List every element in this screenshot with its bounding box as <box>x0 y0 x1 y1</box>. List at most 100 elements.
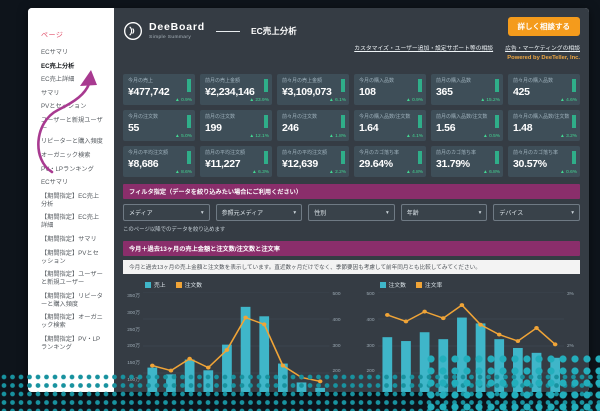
kpi-card: 今月のカゴ落ち率 29.64% ▲ 4.8% <box>354 146 426 177</box>
filter-select[interactable]: デバイス ▾ <box>493 204 580 221</box>
sidebar-item[interactable]: ECサマリ <box>41 179 69 187</box>
header-link[interactable]: カスタマイズ・ユーザー追加・設定サポート等の相談 <box>354 46 494 52</box>
brand-block: DeeBoard Simple Summary <box>149 22 205 40</box>
filter-select[interactable]: 年齢 ▾ <box>400 204 488 221</box>
sidebar-item[interactable]: 【期間指定】サマリ <box>41 235 97 243</box>
kpi-trend-bar <box>264 115 268 128</box>
kpi-card: 前月の購入品数 365 ▲ 15.2% <box>431 74 503 105</box>
sidebar-item[interactable]: 【期間指定】EC売上詳細 <box>41 214 100 230</box>
sidebar-item[interactable]: リピーターと購入頻度 <box>41 138 103 146</box>
section-description: 今月と過去13ヶ月の売上金額と注文数を表示しています。直近数ヶ月だけでなく、季節… <box>123 260 580 274</box>
header-link[interactable]: 広告・マーケティングの相談 <box>505 46 580 52</box>
sidebar: ページ ECサマリ EC売上分析 EC売上詳細 サマリ PVとセッション ユーザーと新規ユ… <box>28 8 114 392</box>
kpi-card: 前月の売上金額 ¥2,234,146 ▲ 23.9% <box>200 74 272 105</box>
chevron-down-icon: ▾ <box>386 209 389 216</box>
kpi-card: 今月の売上 ¥477,742 ▲ 0.9% <box>123 74 195 105</box>
kpi-trend-bar <box>418 79 422 92</box>
kpi-trend-bar <box>495 151 499 164</box>
kpi-value: 1.56 <box>436 121 456 134</box>
kpi-delta: ▲ 23.9% <box>249 98 269 103</box>
kpi-value: 31.79% <box>436 157 470 170</box>
sidebar-item[interactable]: EC売上詳細 <box>41 76 75 84</box>
sidebar-item[interactable]: ユーザーと新規ユーザー <box>41 116 103 132</box>
kpi-trend-bar <box>572 115 576 128</box>
sidebar-item[interactable]: オーガニック検索 <box>41 152 91 159</box>
sidebar-item[interactable]: 【期間指定】リピーターと購入頻度 <box>41 292 103 308</box>
sidebar-item[interactable]: 【期間指定】EC売上分析 <box>41 192 100 208</box>
kpi-delta: ▲ 6.3% <box>251 170 269 175</box>
sidebar-item[interactable]: 【期間指定】オーガニック検索 <box>41 314 103 330</box>
kpi-card: 前月のカゴ落ち率 31.79% ▲ 6.8% <box>431 146 503 177</box>
kpi-value: 246 <box>282 121 299 134</box>
sidebar-item[interactable]: EC売上分析 <box>41 62 75 70</box>
chevron-down-icon: ▾ <box>293 209 297 216</box>
kpi-label: 今月の注文数 <box>128 114 159 120</box>
filter-select-label: メディア <box>129 211 153 217</box>
kpi-delta: ▲ 0.9% <box>405 98 423 103</box>
kpi-value: 1.48 <box>513 121 533 134</box>
y-axis-right: 500400300200100 <box>332 292 341 375</box>
kpi-label: 前々月の購入品数/注文数 <box>513 114 570 120</box>
sidebar-item[interactable]: 【期間指定】PV・LPランキング <box>41 336 101 352</box>
sidebar-item[interactable]: PV・LPランキング <box>41 165 94 173</box>
filter-select-label: 参照元メディア <box>221 211 264 217</box>
kpi-trend-bar <box>187 79 191 92</box>
kpi-delta: ▲ 4.6% <box>559 98 577 103</box>
filter-select[interactable]: 参照元メディア ▾ <box>215 204 303 221</box>
filter-select[interactable]: メディア ▾ <box>123 204 210 221</box>
title-divider <box>216 30 240 32</box>
kpi-value: 425 <box>513 85 530 98</box>
legend-item: 注文率 <box>415 280 442 289</box>
kpi-card: 前月の購入品数/注文数 1.56 ▲ 0.5% <box>431 110 503 141</box>
chart-legend: 売上 注文数 <box>145 280 346 289</box>
kpi-label: 前月の売上金額 <box>205 78 241 84</box>
kpi-grid: 今月の売上 ¥477,742 ▲ 0.9% 前月の売上金額 ¥2,234,146 ▲ 23… <box>123 74 580 177</box>
kpi-card: 前々月のカゴ落ち率 30.57% ▲ 0.6% <box>508 146 580 177</box>
consult-button[interactable]: 詳しく相談する <box>507 17 580 36</box>
sidebar-item[interactable]: ECサマリ <box>41 49 69 56</box>
kpi-delta: ▲ 5.0% <box>174 134 192 139</box>
kpi-value: 29.64% <box>359 157 393 170</box>
kpi-delta: ▲ 6.8% <box>482 170 500 175</box>
kpi-label: 前々月のカゴ落ち率 <box>513 150 559 156</box>
sidebar-item[interactable]: 【期間指定】PVとセッション <box>41 249 99 265</box>
kpi-delta: ▲ 15.2% <box>480 98 500 103</box>
kpi-label: 前々月の注文数 <box>282 114 318 120</box>
filter-select-label: デバイス <box>499 211 524 217</box>
filter-select[interactable]: 性別 ▾ <box>308 204 395 221</box>
sidebar-item[interactable]: 【期間指定】ユーザーと新規ユーザー <box>41 271 103 287</box>
sidebar-item[interactable]: サマリ <box>41 89 60 97</box>
legend-item: 注文数 <box>175 280 202 289</box>
kpi-card: 今月の購入品数/注文数 1.64 ▲ 4.1% <box>354 110 426 141</box>
sidebar-item[interactable]: PVとセッション <box>41 103 87 111</box>
kpi-delta: ▲ 12.1% <box>249 134 269 139</box>
kpi-label: 前々月の平均注文額 <box>282 150 328 156</box>
powered-by: Powered by DeeTeller, Inc. <box>507 55 580 61</box>
kpi-trend-bar <box>418 115 422 128</box>
kpi-label: 今月の購入品数 <box>359 78 395 84</box>
kpi-delta: ▲ 8.6% <box>174 170 192 175</box>
halftone-dots-corner <box>425 353 600 411</box>
kpi-label: 前月のカゴ落ち率 <box>436 150 477 156</box>
kpi-delta: ▲ 1.8% <box>328 134 346 139</box>
kpi-value: ¥12,639 <box>282 157 318 170</box>
kpi-value: ¥11,227 <box>205 157 241 170</box>
filter-note: このページ以降でのデータを絞り込めます <box>123 227 226 233</box>
kpi-trend-bar <box>495 115 499 128</box>
kpi-card: 前々月の注文数 246 ▲ 1.8% <box>277 110 349 141</box>
kpi-delta: ▲ 4.1% <box>405 134 423 139</box>
kpi-label: 前月の購入品数/注文数 <box>436 114 488 120</box>
kpi-value: 365 <box>436 85 453 98</box>
brand-subtitle: Simple Summary <box>149 34 192 40</box>
kpi-card: 今月の注文数 55 ▲ 5.0% <box>123 110 195 141</box>
kpi-card: 前月の注文数 199 ▲ 12.1% <box>200 110 272 141</box>
kpi-trend-bar <box>341 79 345 92</box>
kpi-card: 前々月の購入品数 425 ▲ 4.6% <box>508 74 580 105</box>
kpi-delta: ▲ 6.1% <box>328 98 346 103</box>
section-title: 今月＋過去13ヶ月の売上金額と注文数/注文数と注文率 <box>123 241 580 256</box>
chevron-down-icon: ▾ <box>571 209 574 216</box>
kpi-trend-bar <box>341 115 345 128</box>
filter-select-label: 性別 <box>314 211 327 217</box>
kpi-card: 前々月の購入品数/注文数 1.48 ▲ 3.2% <box>508 110 580 141</box>
filter-select-label: 年齢 <box>406 211 419 217</box>
